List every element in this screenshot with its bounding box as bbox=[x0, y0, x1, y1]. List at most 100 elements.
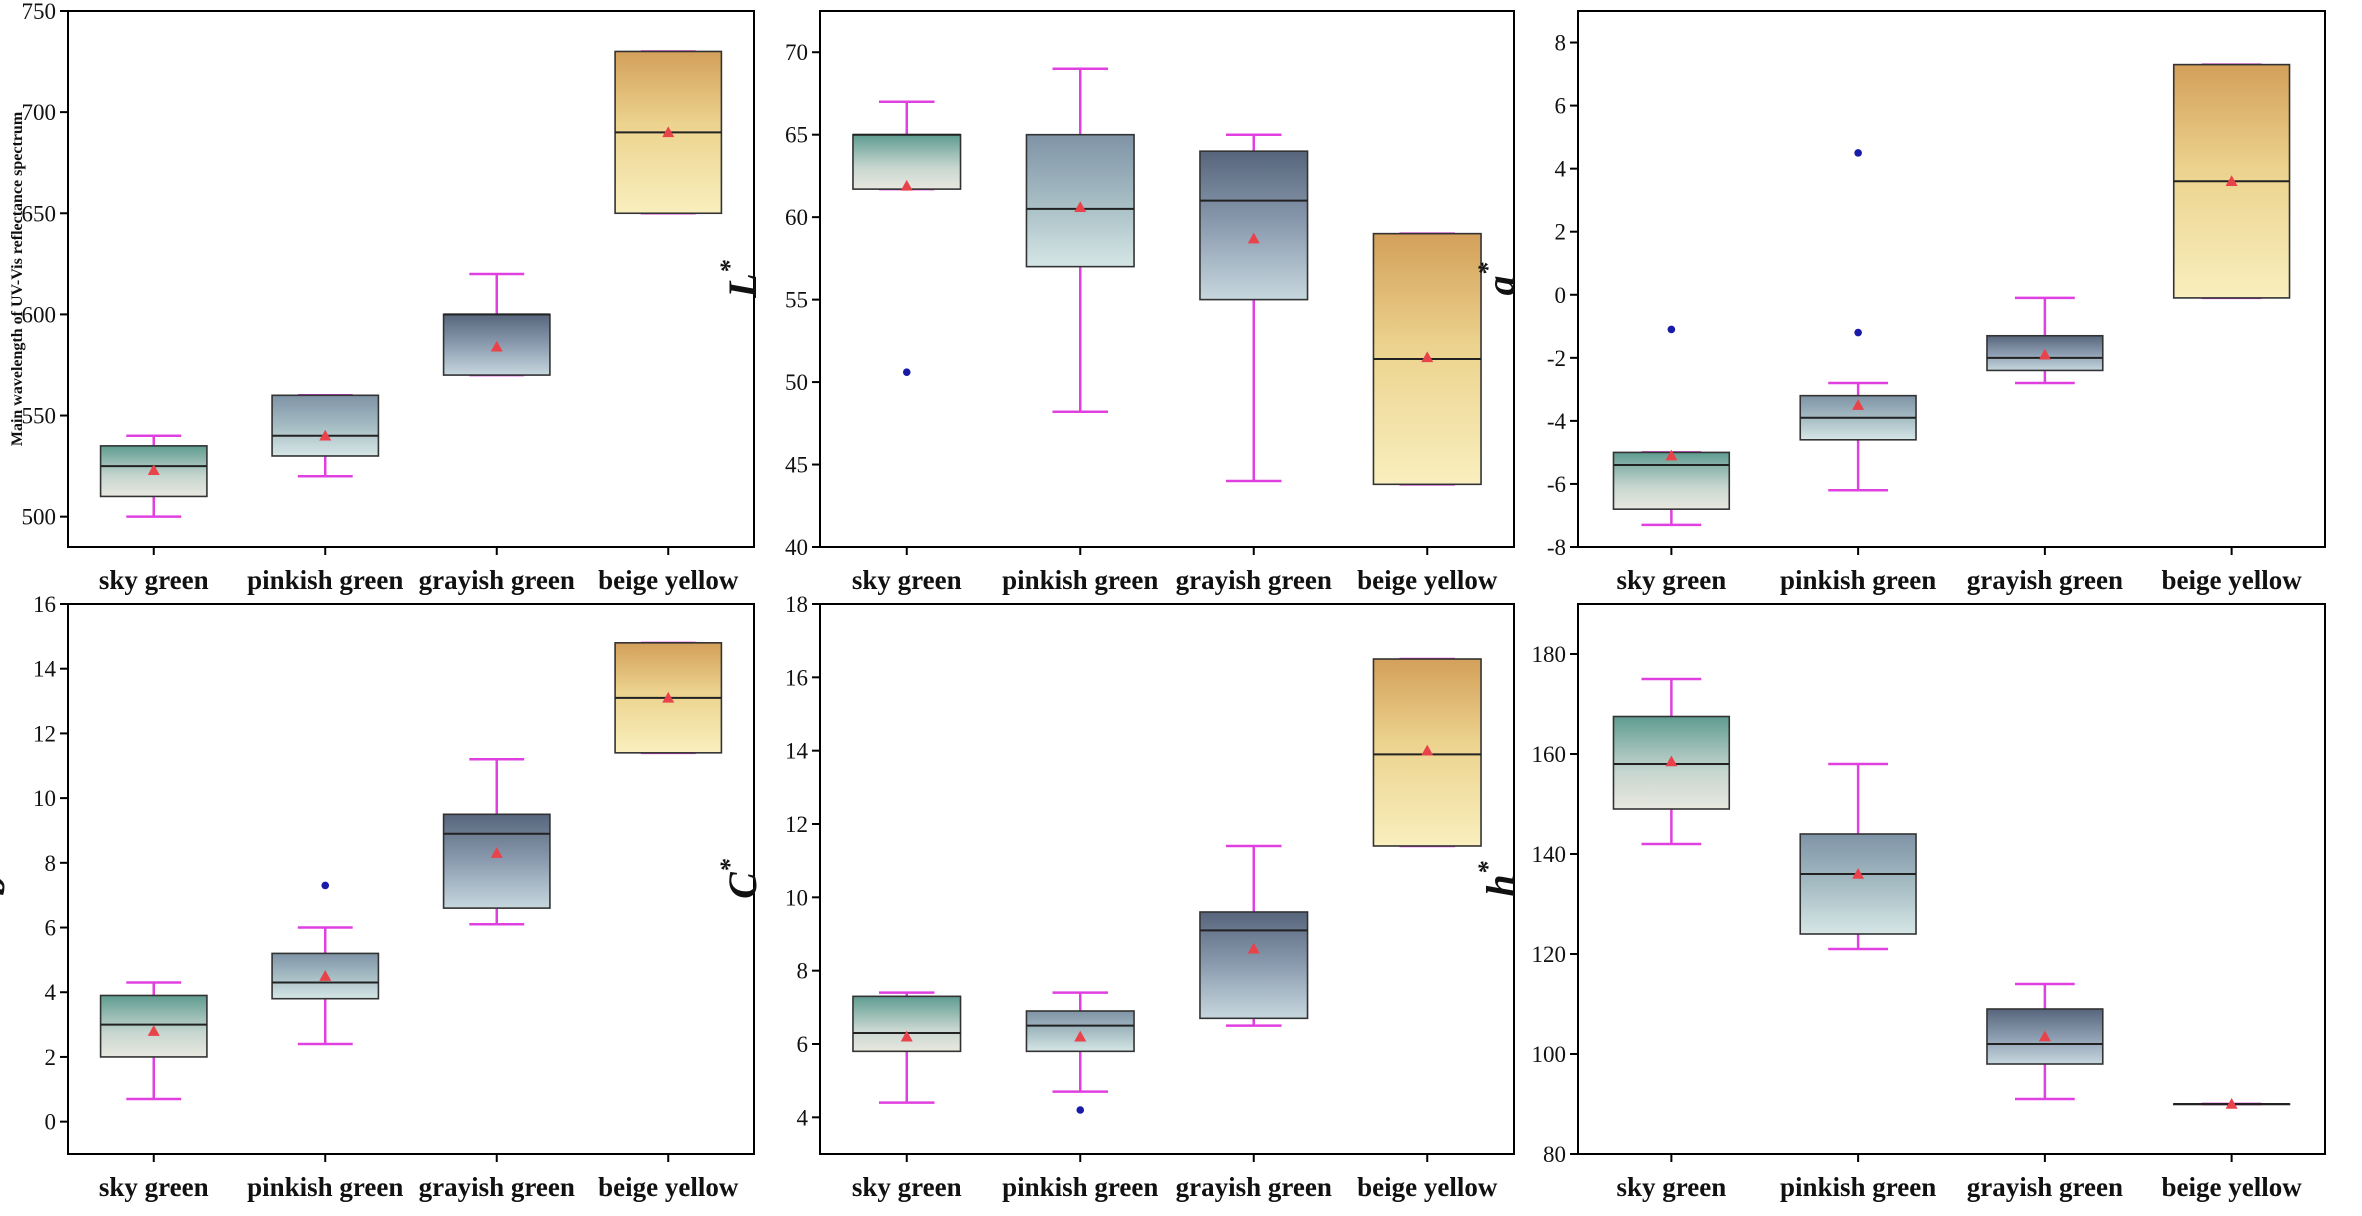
y-tick-label: 100 bbox=[1532, 1042, 1567, 1067]
y-tick-label: 60 bbox=[785, 205, 808, 230]
panel-b-star: 0 2 4 6 8 10 12 14 16 sky green pinkish green grayi… bbox=[0, 592, 755, 1202]
box-group-grayish-green bbox=[442, 758, 551, 926]
outlier-point bbox=[1854, 328, 1862, 337]
y-axis-label-superscript: * bbox=[1473, 262, 1502, 276]
x-category-label: grayish green bbox=[1176, 565, 1332, 595]
mean-marker bbox=[1852, 868, 1865, 879]
x-category-label: grayish green bbox=[419, 1172, 575, 1202]
y-tick-label: -4 bbox=[1547, 409, 1567, 434]
box-group-beige-yellow bbox=[2172, 1098, 2291, 1109]
mean-marker bbox=[490, 847, 503, 858]
box-group-beige-yellow bbox=[1372, 232, 1482, 486]
panel-a-star: -8 -6 -4 -2 0 2 4 6 8 sky green pinkish green grayi… bbox=[1473, 10, 2326, 595]
y-tick-label: 8 bbox=[1555, 31, 1567, 56]
y-axis-label-superscript: * bbox=[715, 858, 744, 872]
outlier-point bbox=[321, 881, 330, 890]
mean-marker bbox=[900, 1030, 913, 1042]
mean-marker bbox=[147, 464, 160, 475]
x-category-label: beige yellow bbox=[1357, 1172, 1498, 1202]
y-tick-label: -8 bbox=[1547, 535, 1566, 560]
mean-marker bbox=[1665, 449, 1678, 461]
x-category-label: sky green bbox=[852, 1172, 962, 1202]
y-tick-label: 14 bbox=[785, 739, 809, 764]
y-tick-label: 45 bbox=[785, 453, 808, 478]
box-group-pinkish-green bbox=[1025, 991, 1135, 1114]
x-category-label: pinkish green bbox=[247, 1172, 403, 1202]
outlier-point bbox=[1076, 1106, 1085, 1114]
x-category-label: beige yellow bbox=[598, 1172, 739, 1202]
y-tick-label: 550 bbox=[22, 404, 57, 429]
iqr-box bbox=[442, 813, 551, 909]
y-axis-label: C* bbox=[715, 858, 765, 899]
box-group-pinkish-green bbox=[1799, 762, 1917, 951]
iqr-box bbox=[1199, 911, 1309, 1020]
y-axis-label: Main wavelength of UV-Vis reflectance sp… bbox=[9, 111, 26, 446]
mean-marker bbox=[2038, 348, 2051, 360]
mean-marker bbox=[319, 970, 332, 981]
mean-marker bbox=[147, 1025, 160, 1036]
mean-marker bbox=[662, 126, 675, 138]
y-tick-label: 2 bbox=[45, 1045, 57, 1070]
box-group-sky-green bbox=[1612, 677, 1731, 846]
box-group-grayish-green bbox=[1986, 982, 2104, 1101]
mean-marker bbox=[1852, 399, 1865, 410]
box-group-sky-green bbox=[1612, 325, 1731, 527]
y-tick-label: -2 bbox=[1547, 346, 1566, 371]
iqr-box bbox=[1799, 833, 1917, 935]
box-group-beige-yellow bbox=[2172, 63, 2291, 300]
box-group-pinkish-green bbox=[271, 394, 380, 478]
mean-marker bbox=[490, 340, 503, 352]
y-tick-label: 0 bbox=[45, 1110, 57, 1135]
box-group-pinkish-green bbox=[271, 881, 380, 1046]
mean-marker bbox=[1074, 1030, 1087, 1042]
panel-L-star: 40 45 50 55 60 65 70 sky green pinkish green gray… bbox=[715, 10, 1515, 595]
x-category-label: grayish green bbox=[1967, 1172, 2123, 1202]
panel-h-star: 80 100 120 140 160 180 sky green pinkish green g… bbox=[1473, 603, 2326, 1202]
y-tick-label: 40 bbox=[785, 535, 808, 560]
box-group-pinkish-green bbox=[1799, 149, 1917, 492]
y-tick-label: 8 bbox=[45, 851, 57, 876]
iqr-box bbox=[271, 394, 380, 457]
y-tick-label: 140 bbox=[1532, 842, 1567, 867]
y-axis-label-superscript: * bbox=[715, 259, 744, 273]
mean-marker bbox=[1074, 201, 1087, 213]
x-category-label: beige yellow bbox=[2162, 565, 2303, 595]
box-group-sky-green bbox=[99, 434, 208, 518]
y-tick-label: 180 bbox=[1532, 642, 1567, 667]
box-group-grayish-green bbox=[442, 272, 551, 377]
panel-main-wavelength: 500 550 600 650 700 750 sky green pinkish green… bbox=[9, 0, 755, 595]
y-tick-label: 8 bbox=[797, 959, 809, 984]
y-tick-label: 500 bbox=[22, 505, 57, 530]
y-tick-label: 10 bbox=[785, 885, 808, 910]
mean-marker bbox=[1421, 744, 1434, 756]
y-tick-label: 10 bbox=[33, 786, 56, 811]
y-tick-label: 16 bbox=[785, 665, 808, 690]
box-group-grayish-green bbox=[1199, 133, 1309, 483]
y-axis-label: h* bbox=[1473, 860, 1523, 896]
y-tick-label: 80 bbox=[1543, 1142, 1566, 1167]
x-category-label: sky green bbox=[99, 1172, 209, 1202]
x-category-label: sky green bbox=[1616, 1172, 1726, 1202]
y-tick-label: 4 bbox=[45, 980, 57, 1005]
x-category-label: pinkish green bbox=[1002, 565, 1158, 595]
y-axis-label: a* bbox=[1473, 262, 1523, 296]
x-category-label: sky green bbox=[852, 565, 962, 595]
y-tick-label: 14 bbox=[33, 657, 57, 682]
mean-marker bbox=[1247, 942, 1260, 954]
y-tick-label: 12 bbox=[33, 721, 56, 746]
x-category-label: beige yellow bbox=[2162, 1172, 2303, 1202]
y-tick-label: 18 bbox=[785, 592, 808, 617]
y-tick-label: 700 bbox=[22, 100, 57, 125]
mean-marker bbox=[2225, 1098, 2238, 1109]
y-axis-label: L* bbox=[715, 259, 765, 298]
panel-C-star: 4 6 8 10 12 14 16 18 sky green pinkish green grayi… bbox=[715, 592, 1515, 1202]
y-tick-label: -6 bbox=[1547, 472, 1566, 497]
x-category-label: pinkish green bbox=[1780, 565, 1936, 595]
y-tick-label: 6 bbox=[45, 916, 57, 941]
y-tick-label: 55 bbox=[785, 288, 808, 313]
box-group-sky-green bbox=[852, 100, 962, 376]
box-group-sky-green bbox=[852, 991, 962, 1104]
mean-marker bbox=[2038, 1030, 2051, 1042]
x-category-label: sky green bbox=[1616, 565, 1726, 595]
y-tick-label: 160 bbox=[1532, 742, 1567, 767]
